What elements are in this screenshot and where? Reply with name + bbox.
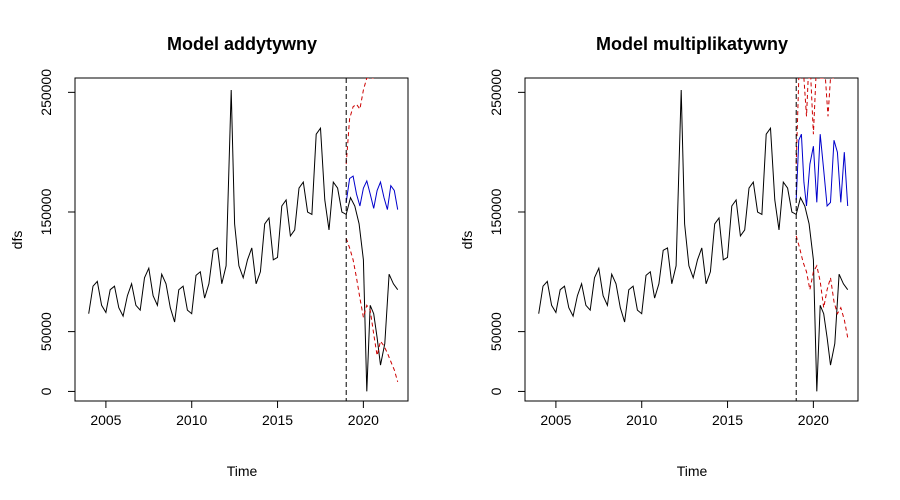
y-tick-label: 250000: [488, 69, 504, 116]
x-tick-label: 2010: [176, 412, 207, 428]
x-tick-label: 2005: [540, 412, 571, 428]
y-tick-label: 150000: [488, 188, 504, 235]
chart-title: Model addytywny: [167, 34, 317, 54]
series-line-3: [795, 235, 849, 338]
x-tick-label: 2020: [798, 412, 829, 428]
x-axis-label: Time: [677, 463, 708, 479]
series-line-0: [88, 89, 399, 392]
y-tick-label: 50000: [488, 312, 504, 351]
y-tick-label: 150000: [38, 188, 54, 235]
series-line-1: [795, 134, 849, 208]
chart-title: Model multiplikatywny: [596, 34, 788, 54]
chart-panel-additive: Model addytywny 2005 2010 2015 2020 0 50000 15…: [9, 34, 409, 479]
x-tick-label: 2015: [262, 412, 293, 428]
series-line-1: [345, 175, 399, 210]
series-layer: [88, 78, 399, 401]
series-line-2: [345, 78, 374, 165]
series-line-2: [795, 78, 834, 165]
y-axis-label: dfs: [459, 231, 475, 250]
x-axis-label: Time: [227, 463, 258, 479]
tick-layer: 2005 2010 2015 2020 0 50000 150000 250000: [38, 69, 379, 428]
y-tick-label: 0: [38, 387, 54, 395]
chart-panel-multiplicative: Model multiplikatywny 2005 2010 2015 2020 0 5…: [459, 34, 859, 479]
x-tick-label: 2020: [348, 412, 379, 428]
x-tick-label: 2015: [712, 412, 743, 428]
x-tick-label: 2010: [626, 412, 657, 428]
y-tick-label: 250000: [38, 69, 54, 116]
series-layer: [538, 78, 849, 401]
x-tick-label: 2005: [90, 412, 121, 428]
plot-frame: [524, 77, 859, 402]
y-tick-label: 0: [488, 387, 504, 395]
plot-frame: [74, 77, 409, 402]
series-line-3: [345, 238, 399, 383]
tick-layer: 2005 2010 2015 2020 0 50000 150000 250000: [488, 69, 829, 428]
y-tick-label: 50000: [38, 312, 54, 351]
series-line-0: [538, 89, 849, 392]
y-axis-label: dfs: [9, 231, 25, 250]
